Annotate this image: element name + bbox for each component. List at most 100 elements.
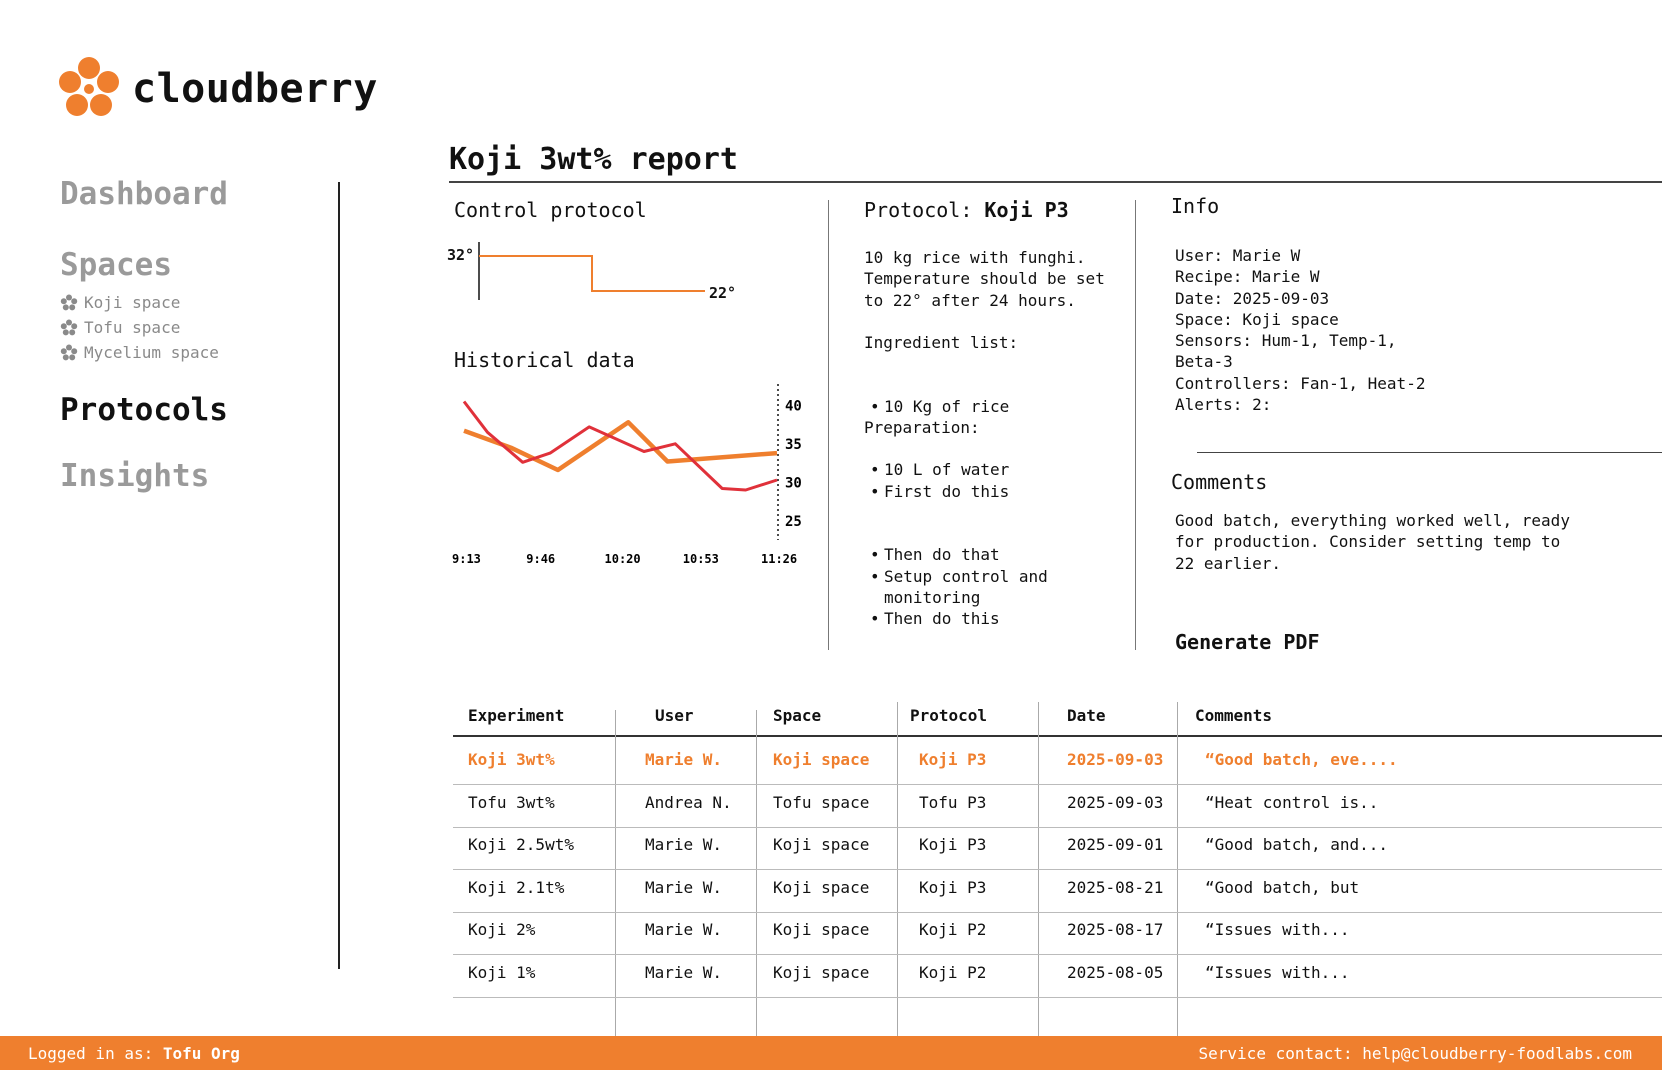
preparation-label: Preparation: — [864, 418, 980, 437]
list-item: Then do that — [864, 544, 1009, 566]
table-header-rule — [453, 735, 1662, 737]
nav-spaces[interactable]: Spaces — [60, 247, 172, 283]
preparation-list: First do this Then do that Then do this — [864, 438, 1009, 651]
table-cell: “Good batch, eve.... — [1205, 750, 1398, 769]
historical-data-heading: Historical data — [454, 348, 635, 372]
ingredients-label: Ingredient list: — [864, 333, 1019, 352]
table-cell: Marie W. — [645, 920, 723, 939]
column-header-comments[interactable]: Comments — [1195, 706, 1273, 725]
table-cell: Marie W. — [645, 877, 723, 897]
table-cell: 2025-08-05 — [1067, 962, 1164, 982]
table-cell: Marie W. — [645, 835, 723, 854]
extra-steps-list: Setup control and monitoring — [864, 523, 1048, 629]
control-end-label: 22° — [709, 284, 736, 302]
table-cell[interactable]: Koji 2.1t% — [468, 877, 565, 897]
column-divider — [756, 710, 757, 1036]
list-item: Then do this — [864, 608, 1009, 630]
comments-text: Good batch, everything worked well, read… — [1175, 511, 1570, 573]
table-cell: Andrea N. — [645, 792, 732, 812]
logged-in-org[interactable]: Tofu Org — [162, 1044, 240, 1063]
space-item-label: Tofu space — [84, 318, 181, 337]
x-tick-label: 11:26 — [761, 552, 797, 566]
panel-divider — [828, 200, 829, 650]
logged-in-status: Logged in as: Tofu Org — [28, 1044, 240, 1063]
title-divider — [449, 181, 1662, 183]
x-tick-label: 10:53 — [683, 552, 719, 566]
x-tick-label: 9:13 — [452, 552, 481, 566]
nav-dashboard[interactable]: Dashboard — [60, 176, 228, 212]
table-cell: “Issues with... — [1205, 962, 1350, 982]
logged-in-label: Logged in as: — [28, 1044, 154, 1063]
column-header-protocol[interactable]: Protocol — [910, 706, 988, 725]
column-header-experiment[interactable]: Experiment — [468, 706, 565, 725]
cloudberry-small-icon — [60, 294, 78, 310]
table-cell: Marie W. — [645, 962, 723, 982]
historical-data-chart: 40 35 30 25 9:13 9:46 10:20 10:53 11:26 — [452, 384, 802, 566]
y-tick-label: 35 — [785, 437, 802, 453]
x-tick-label: 9:46 — [526, 552, 555, 566]
y-tick-label: 30 — [785, 475, 802, 491]
brand-name: cloudberry — [132, 66, 378, 112]
table-row-divider — [453, 911, 1662, 913]
column-header-user[interactable]: User — [655, 706, 694, 725]
table-cell: Koji space — [773, 750, 870, 769]
control-start-label: 32° — [447, 246, 474, 264]
table-cell: Koji P2 — [919, 920, 987, 939]
table-cell: Koji space — [773, 920, 870, 939]
column-header-date[interactable]: Date — [1067, 706, 1106, 725]
table-cell: “Good batch, and... — [1205, 835, 1389, 854]
table-cell: Koji P3 — [919, 877, 987, 897]
list-item: First do this — [864, 481, 1009, 503]
cloudberry-logo-icon — [59, 57, 119, 116]
series-line-orange — [463, 420, 778, 473]
service-contact: Service contact: help@cloudberry-foodlab… — [1199, 1044, 1632, 1063]
table-cell: Marie W. — [645, 750, 723, 769]
control-series-line — [479, 255, 705, 292]
footer-bar: Logged in as: Tofu Org Service contact: … — [0, 1036, 1662, 1070]
generate-pdf-button[interactable]: Generate PDF — [1175, 630, 1320, 654]
protocol-heading: Protocol: Koji P3 — [864, 198, 1069, 222]
nav-protocols[interactable]: Protocols — [60, 392, 228, 428]
table-cell[interactable]: Koji 2.5wt% — [468, 835, 574, 854]
nav-insights[interactable]: Insights — [60, 458, 210, 494]
list-item: Setup control and monitoring — [864, 566, 1048, 609]
table-cell: Tofu P3 — [919, 792, 987, 812]
info-divider — [1197, 452, 1662, 453]
report-title: Koji 3wt% report — [449, 142, 738, 177]
table-cell[interactable]: Koji 2% — [468, 920, 536, 939]
column-divider — [615, 710, 616, 1036]
protocol-description: 10 kg rice with funghi. Temperature shou… — [864, 248, 1105, 310]
table-cell: Koji space — [773, 877, 870, 897]
space-item-koji[interactable]: Koji space — [60, 293, 180, 312]
table-cell[interactable]: Koji 1% — [468, 962, 536, 982]
info-details: User: Marie W Recipe: Marie W Date: 2025… — [1175, 246, 1426, 415]
table-cell[interactable]: Tofu 3wt% — [468, 792, 555, 812]
space-item-label: Mycelium space — [84, 343, 219, 362]
table-cell: Koji P3 — [919, 835, 987, 854]
table-cell: “Good batch, but — [1205, 877, 1360, 897]
table-row-divider — [453, 784, 1662, 785]
list-item: 10 L of water — [864, 459, 1009, 481]
cloudberry-small-icon — [60, 319, 78, 335]
service-contact-label: Service contact: — [1198, 1044, 1353, 1063]
table-cell: “Issues with... — [1205, 920, 1350, 939]
table-row-divider — [453, 869, 1662, 870]
table-cell: Koji space — [773, 835, 870, 854]
space-item-tofu[interactable]: Tofu space — [60, 318, 180, 337]
table-cell: 2025-09-03 — [1067, 750, 1164, 769]
table-row-divider — [453, 996, 1662, 998]
table-cell: Koji space — [773, 962, 870, 982]
table-row-divider — [453, 954, 1662, 955]
space-item-mycelium[interactable]: Mycelium space — [60, 343, 219, 362]
cloudberry-small-icon — [60, 344, 78, 360]
service-contact-email[interactable]: help@cloudberry-foodlabs.com — [1362, 1044, 1632, 1063]
ingredient-list: 10 Kg of rice 10 L of water — [864, 353, 1009, 502]
protocol-name[interactable]: Koji P3 — [984, 198, 1069, 222]
x-tick-label: 10:20 — [605, 552, 641, 566]
table-cell: Tofu space — [773, 792, 870, 812]
table-cell: 2025-08-17 — [1067, 920, 1164, 939]
table-cell[interactable]: Koji 3wt% — [468, 750, 555, 769]
table-cell: 2025-09-01 — [1067, 835, 1164, 854]
comments-heading: Comments — [1171, 470, 1268, 494]
column-header-space[interactable]: Space — [773, 706, 822, 725]
